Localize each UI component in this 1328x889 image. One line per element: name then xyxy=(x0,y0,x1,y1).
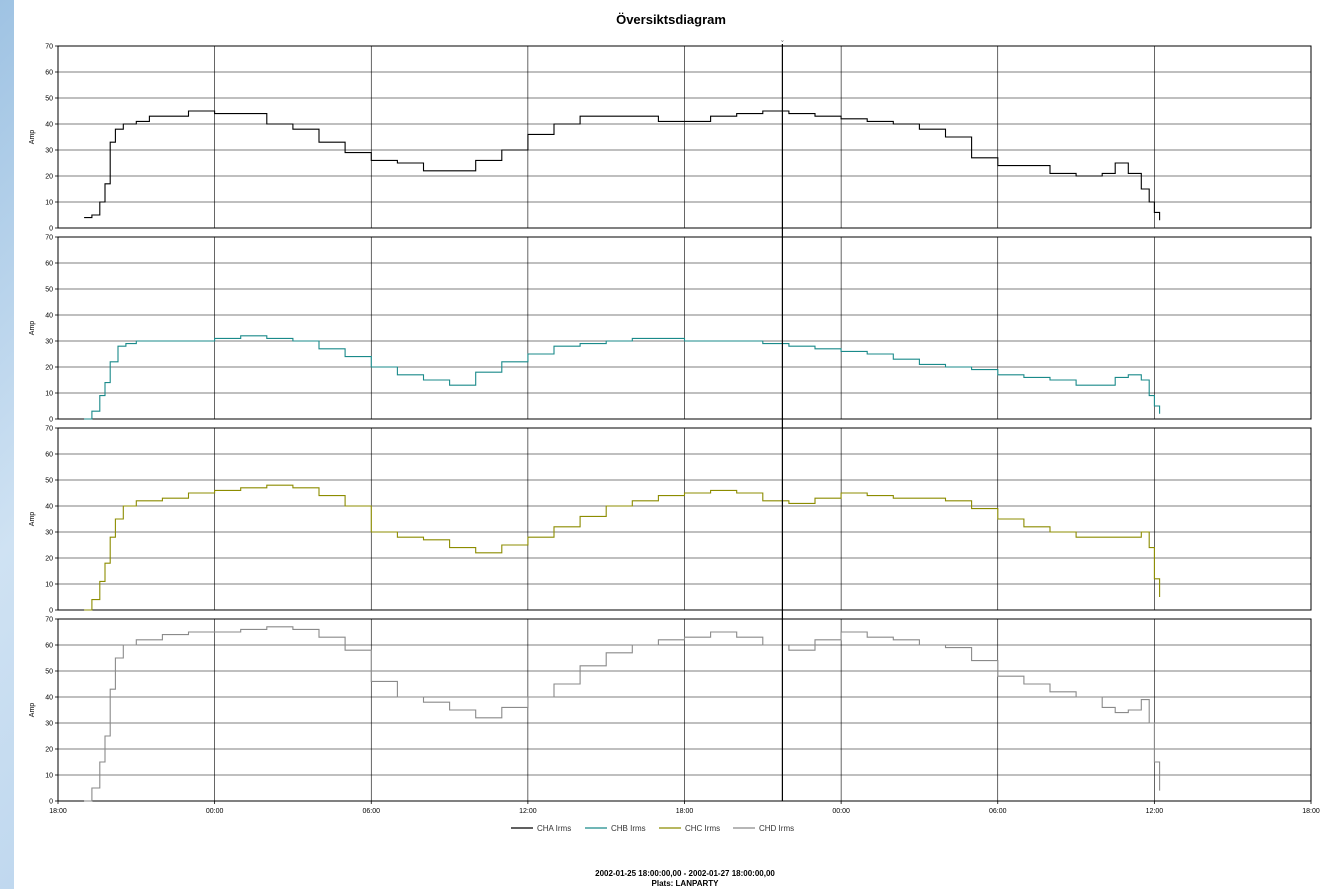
y-tick-label: 30 xyxy=(45,721,53,728)
chart-title: Översiktsdiagram xyxy=(616,12,726,27)
y-tick-label: 0 xyxy=(49,799,53,806)
chart-panels: 0 10 20 30 40 50 60 70 Amp 0 10 20 30 40 50 60 70 Amp 0 10 2… xyxy=(29,44,1312,806)
y-tick-label: 40 xyxy=(45,695,53,702)
y-tick-label: 20 xyxy=(45,556,53,563)
y-tick-label: 40 xyxy=(45,122,53,129)
y-tick-label: 20 xyxy=(45,747,53,754)
chart-canvas: Översiktsdiagram 0 10 20 30 40 50 60 70 Amp 0 10 20… xyxy=(14,0,1328,889)
legend-label: CHC Irms xyxy=(685,824,720,833)
panel-4: 0 10 20 30 40 50 60 70 Amp xyxy=(29,617,1312,806)
y-tick-label: 50 xyxy=(45,669,53,676)
y-tick-label: 70 xyxy=(45,235,53,242)
legend-item: CHB Irms xyxy=(585,824,646,833)
x-tick-label: 06:00 xyxy=(362,808,380,815)
legend-item: CHD Irms xyxy=(733,824,794,833)
x-tick-label: 00:00 xyxy=(206,808,224,815)
y-tick-label: 30 xyxy=(45,148,53,155)
y-axis-label: Amp xyxy=(29,130,36,145)
x-tick-label: 00:00 xyxy=(832,808,850,815)
y-tick-label: 70 xyxy=(45,617,53,624)
legend-label: CHA Irms xyxy=(537,824,571,833)
y-tick-label: 60 xyxy=(45,452,53,459)
y-tick-label: 10 xyxy=(45,582,53,589)
y-tick-label: 50 xyxy=(45,478,53,485)
y-tick-label: 60 xyxy=(45,261,53,268)
y-tick-label: 20 xyxy=(45,365,53,372)
y-tick-label: 0 xyxy=(49,608,53,615)
legend-item: CHC Irms xyxy=(659,824,720,833)
y-tick-label: 50 xyxy=(45,96,53,103)
legend-item: CHA Irms xyxy=(511,824,571,833)
legend-label: CHB Irms xyxy=(611,824,646,833)
series-line-4 xyxy=(84,626,1161,802)
x-tick-label: 12:00 xyxy=(519,808,537,815)
legend: CHA Irms CHB Irms CHC Irms CHD Irms xyxy=(511,824,794,833)
x-tick-label: 18:00 xyxy=(676,808,694,815)
series-line-3 xyxy=(84,484,1161,611)
footer-location: Plats: LANPARTY xyxy=(652,879,720,888)
y-axis-label: Amp xyxy=(29,321,36,336)
y-tick-label: 30 xyxy=(45,339,53,346)
y-tick-label: 60 xyxy=(45,70,53,77)
overview-chart: Översiktsdiagram 0 10 20 30 40 50 60 70 Amp 0 10 20… xyxy=(29,12,1320,888)
y-axis-label: Amp xyxy=(29,703,36,718)
cursor-marker[interactable]: ˇ xyxy=(781,41,784,48)
x-tick-label: 06:00 xyxy=(989,808,1007,815)
series-line-2 xyxy=(84,335,1161,420)
panel-1: 0 10 20 30 40 50 60 70 Amp xyxy=(29,44,1312,233)
footer-date-range: 2002-01-25 18:00:00,00 - 2002-01-27 18:0… xyxy=(595,869,775,878)
y-tick-label: 10 xyxy=(45,200,53,207)
y-tick-label: 60 xyxy=(45,643,53,650)
panel-3: 0 10 20 30 40 50 60 70 Amp xyxy=(29,426,1312,615)
y-tick-label: 20 xyxy=(45,174,53,181)
y-tick-label: 70 xyxy=(45,426,53,433)
series-line-1 xyxy=(84,110,1161,221)
y-axis-label: Amp xyxy=(29,512,36,527)
y-tick-label: 40 xyxy=(45,313,53,320)
y-tick-label: 50 xyxy=(45,287,53,294)
y-tick-label: 10 xyxy=(45,773,53,780)
y-tick-label: 70 xyxy=(45,44,53,51)
x-tick-label: 18:00 xyxy=(1302,808,1320,815)
x-axis-ticks: 18:00 00:00 06:00 12:00 18:00 00:00 06:00 12:00… xyxy=(49,801,1320,815)
y-tick-label: 40 xyxy=(45,504,53,511)
x-tick-label: 12:00 xyxy=(1146,808,1164,815)
panel-2: 0 10 20 30 40 50 60 70 Amp xyxy=(29,235,1312,424)
x-tick-label: 18:00 xyxy=(49,808,67,815)
legend-label: CHD Irms xyxy=(759,824,794,833)
y-tick-label: 30 xyxy=(45,530,53,537)
y-tick-label: 10 xyxy=(45,391,53,398)
y-tick-label: 0 xyxy=(49,417,53,424)
y-tick-label: 0 xyxy=(49,226,53,233)
